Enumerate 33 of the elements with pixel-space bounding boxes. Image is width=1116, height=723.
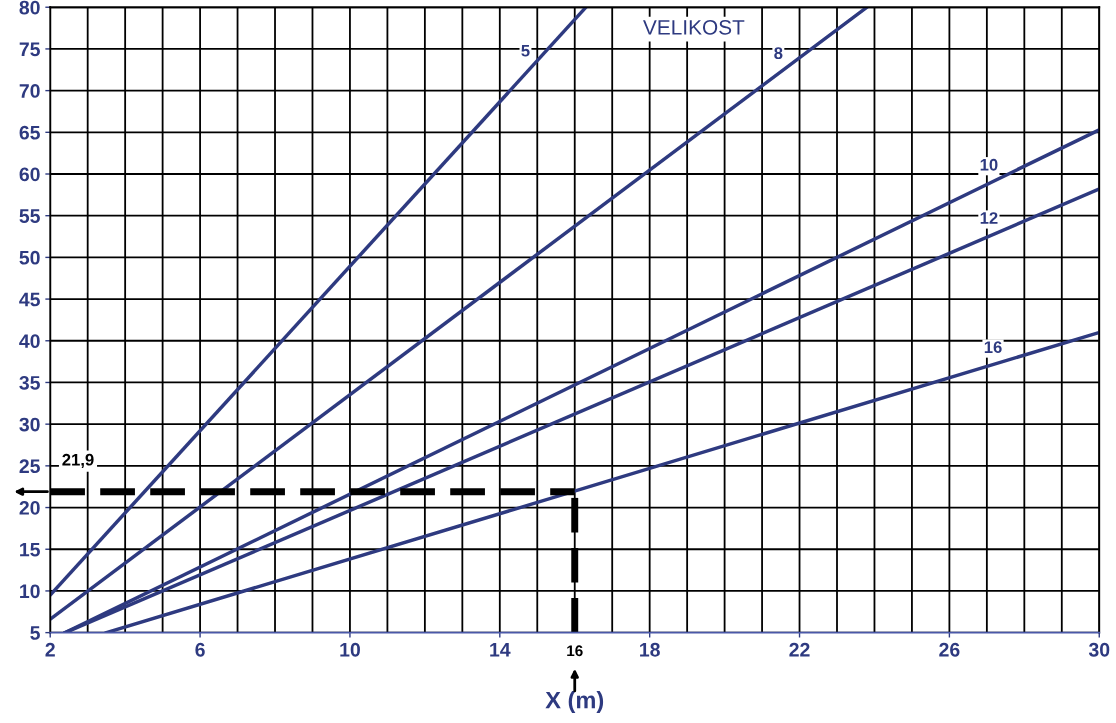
x-axis-title: X (m) [545,691,604,714]
series-label: 8 [774,47,783,60]
series-label: 10 [980,158,998,171]
y-tick-label: 15 [20,542,40,557]
x-tick-label: 2 [45,642,55,657]
y-tick-label: 30 [19,417,40,432]
series-label: 5 [521,44,530,57]
y-tick-label: 20 [19,501,40,515]
y-tick-label: 60 [19,167,40,182]
x-tick-label: 10 [340,642,360,657]
x-tick-label: 6 [195,642,205,657]
y-tick-label: 50 [19,250,40,265]
annotation: VELIKOST [643,19,745,35]
y-tick-label: 55 [19,209,40,223]
y-tick-label: 35 [19,375,40,390]
y-tick-label: 5 [30,626,40,640]
ref-line-label: 21,9 [62,453,94,469]
x-tick-label: 14 [490,643,511,657]
x-tick-label: 22 [789,642,810,657]
y-tick-label: 65 [19,125,40,140]
ref-line-label: 16 [567,645,583,657]
y-tick-label: 40 [19,334,40,349]
x-tick-label: 26 [939,642,960,657]
series-label: 16 [984,341,1002,354]
y-tick-label: 10 [20,584,40,599]
y-tick-label: 70 [19,84,40,98]
y-tick-label: 45 [19,292,40,307]
x-tick-label: 18 [640,642,660,657]
y-tick-label: 25 [19,459,40,474]
y-tick-label: 75 [19,42,40,57]
series-label: 12 [980,212,998,224]
y-tick-label: 80 [19,0,40,15]
x-tick-label: 30 [1088,642,1110,657]
